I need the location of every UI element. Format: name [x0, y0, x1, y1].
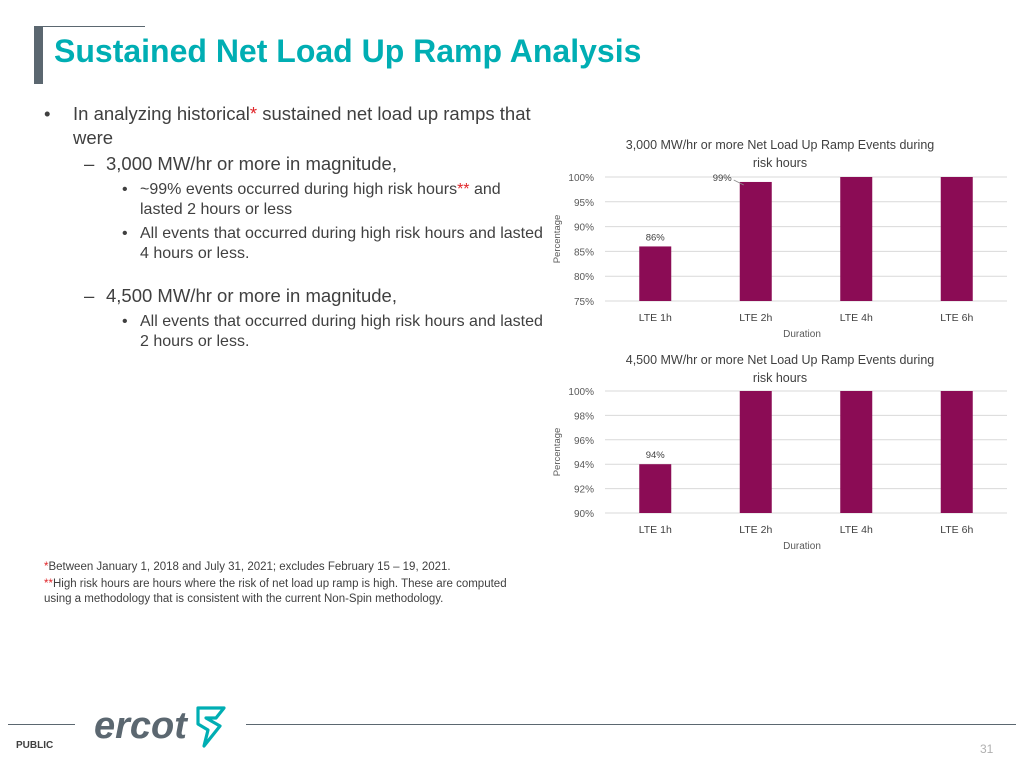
page-title: Sustained Net Load Up Ramp Analysis	[54, 33, 642, 69]
bullet-dot: •	[122, 225, 128, 242]
sub-item-text-a: ~99% events occurred during high risk ho…	[140, 181, 458, 198]
y-tick-label: 100%	[568, 387, 594, 398]
sub-bullet-4500-text: 4,500 MW/hr or more in magnitude,	[106, 285, 397, 306]
bar	[639, 464, 672, 513]
chart-title: risk hours	[753, 371, 807, 385]
x-tick-label: LTE 6h	[940, 524, 973, 536]
footnote-mark: **	[44, 577, 53, 590]
bullet-dot: •	[122, 313, 128, 330]
footnote-marker: **	[457, 181, 470, 198]
x-tick-label: LTE 6h	[940, 312, 973, 324]
dash-marker: –	[84, 285, 95, 306]
charts-area: 3,000 MW/hr or more Net Load Up Ramp Eve…	[552, 138, 1007, 552]
data-label: 99%	[713, 173, 733, 184]
data-label-leader	[733, 179, 744, 186]
y-tick-label: 94%	[574, 460, 594, 471]
logo-wordmark: ercot	[94, 705, 188, 747]
data-label: 94%	[646, 450, 666, 461]
bar	[739, 391, 772, 513]
sub-item-text: All events that occurred during high ris…	[140, 313, 543, 350]
footer-rule-left	[8, 724, 75, 725]
bullet-intro-text-b: sustained net load up ramps that were	[73, 103, 531, 148]
y-tick-label: 80%	[574, 272, 594, 283]
bullet-list: • In analyzing historical* sustained net…	[44, 102, 544, 352]
x-tick-label: LTE 1h	[639, 312, 672, 324]
page-number: 31	[980, 742, 994, 756]
x-axis-label: Duration	[783, 329, 821, 340]
y-tick-label: 85%	[574, 247, 594, 258]
x-tick-label: LTE 4h	[840, 312, 873, 324]
ercot-logo: ercot	[94, 705, 226, 748]
bullet-intro-text-a: In analyzing historical	[73, 103, 250, 124]
lightning-icon	[196, 706, 226, 748]
footnotes: *Between January 1, 2018 and July 31, 20…	[44, 560, 514, 609]
y-tick-label: 95%	[574, 198, 594, 209]
bar	[840, 391, 873, 513]
bar	[940, 177, 973, 301]
chart-title: risk hours	[753, 156, 807, 170]
y-tick-label: 100%	[568, 173, 594, 184]
footnote-2: **High risk hours are hours where the ri…	[44, 577, 514, 608]
sub-item-text: All events that occurred during high ris…	[140, 225, 543, 262]
sub-item-text-b: and lasted 2 hours or less	[140, 181, 501, 218]
classification-label: PUBLIC	[16, 740, 54, 751]
footnote-text: Between January 1, 2018 and July 31, 202…	[48, 561, 451, 573]
y-tick-label: 98%	[574, 411, 594, 422]
bar	[739, 181, 772, 301]
footnote-marker: *	[249, 103, 258, 124]
bar	[639, 246, 672, 301]
sub-bullet-3000: – 3,000 MW/hr or more in magnitude,	[44, 152, 544, 176]
y-tick-label: 96%	[574, 436, 594, 447]
y-tick-label: 75%	[574, 297, 594, 308]
sub-item-3000-1: • ~99% events occurred during high risk …	[44, 180, 544, 220]
bar	[940, 391, 973, 513]
x-tick-label: LTE 1h	[639, 524, 672, 536]
chart-title: 3,000 MW/hr or more Net Load Up Ramp Eve…	[626, 138, 935, 152]
x-tick-label: LTE 2h	[739, 312, 772, 324]
bar	[840, 177, 873, 301]
data-label: 86%	[646, 232, 666, 243]
y-tick-label: 92%	[574, 485, 594, 496]
footnote-mark: *	[44, 561, 49, 573]
y-axis-label: Percentage	[552, 428, 563, 477]
chart-title: 4,500 MW/hr or more Net Load Up Ramp Eve…	[626, 353, 935, 367]
y-tick-label: 90%	[574, 509, 594, 520]
bullet-dot: •	[122, 181, 128, 198]
dash-marker: –	[84, 153, 95, 174]
title-accent-bar	[34, 26, 43, 84]
sub-bullet-3000-text: 3,000 MW/hr or more in magnitude,	[106, 153, 397, 174]
x-axis-label: Duration	[783, 541, 821, 552]
y-tick-label: 90%	[574, 223, 594, 234]
title-accent-rule	[43, 26, 145, 27]
x-tick-label: LTE 4h	[840, 524, 873, 536]
bullet-intro: • In analyzing historical* sustained net…	[44, 102, 544, 150]
sub-item-4500-1: • All events that occurred during high r…	[44, 312, 544, 352]
sub-bullet-4500: – 4,500 MW/hr or more in magnitude,	[44, 284, 544, 308]
footnote-1: *Between January 1, 2018 and July 31, 20…	[44, 560, 514, 576]
sub-item-3000-2: • All events that occurred during high r…	[44, 224, 544, 264]
footnote-text: High risk hours are hours where the risk…	[44, 577, 507, 606]
footer-rule-right	[246, 724, 1016, 725]
x-tick-label: LTE 2h	[739, 524, 772, 536]
bullet-dot: •	[44, 103, 51, 124]
y-axis-label: Percentage	[552, 215, 563, 264]
